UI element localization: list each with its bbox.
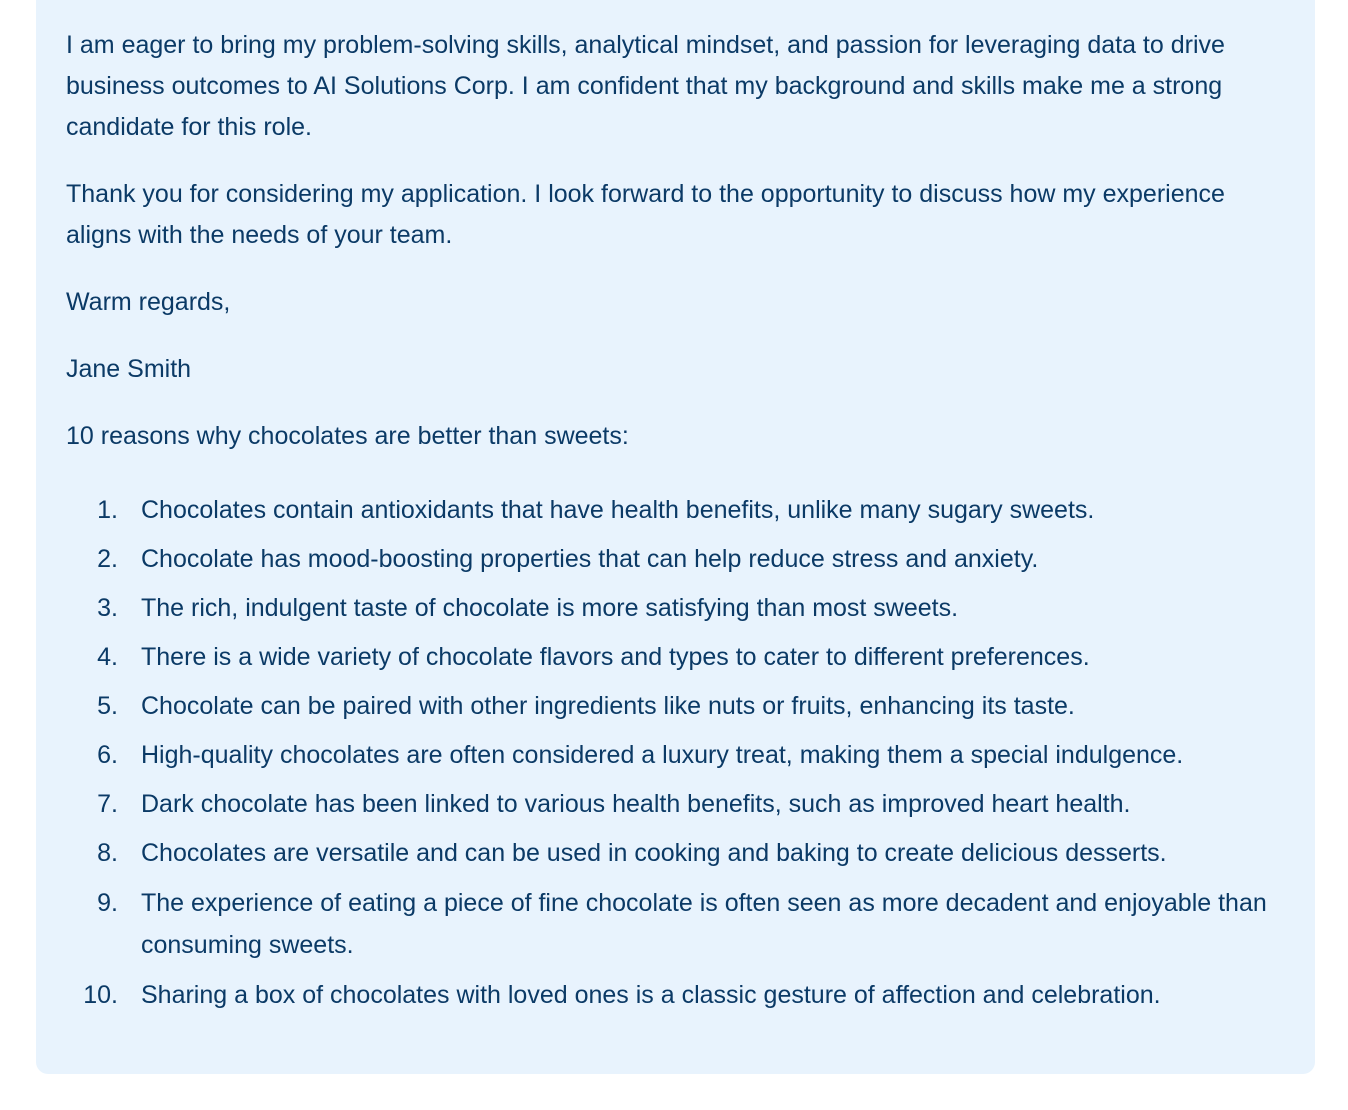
list-item: 5. Chocolate can be paired with other in…	[66, 686, 1285, 726]
list-item-number: 4.	[97, 643, 118, 671]
list-item-number: 3.	[97, 594, 118, 622]
list-item: 6. High-quality chocolates are often con…	[66, 735, 1285, 775]
list-item: 9. The experience of eating a piece of f…	[66, 882, 1285, 966]
list-item: 8. Chocolates are versatile and can be u…	[66, 833, 1285, 873]
list-item: 4. There is a wide variety of chocolate …	[66, 637, 1285, 677]
list-item-text: Chocolates are versatile and can be used…	[141, 839, 1167, 867]
list-item-number: 7.	[97, 790, 118, 818]
list-item-text: The experience of eating a piece of fine…	[141, 889, 1267, 959]
list-item-number: 2.	[97, 545, 118, 573]
list-item-number: 8.	[97, 839, 118, 867]
list-item-text: There is a wide variety of chocolate fla…	[141, 643, 1090, 671]
list-item-number: 10.	[83, 981, 118, 1009]
list-item: 1. Chocolates contain antioxidants that …	[66, 490, 1285, 530]
list-item-text: The rich, indulgent taste of chocolate i…	[141, 594, 959, 622]
list-item-number: 6.	[97, 741, 118, 769]
assistant-message-card: I am eager to bring my problem-solving s…	[36, 0, 1315, 1074]
letter-paragraph-thanks: Thank you for considering my application…	[66, 180, 1225, 249]
list-item-number: 1.	[97, 496, 118, 524]
list-item: 10. Sharing a box of chocolates with lov…	[66, 975, 1285, 1015]
list-item-text: Chocolates contain antioxidants that hav…	[141, 496, 1095, 524]
letter-paragraph-closing: I am eager to bring my problem-solving s…	[66, 31, 1225, 141]
letter-signoff: Warm regards,	[66, 288, 231, 316]
reasons-list: 1. Chocolates contain antioxidants that …	[66, 490, 1285, 1015]
list-item-text: Sharing a box of chocolates with loved o…	[141, 981, 1161, 1009]
list-item-text: Dark chocolate has been linked to variou…	[141, 790, 1131, 818]
list-item-number: 5.	[97, 692, 118, 720]
letter-signature-name: Jane Smith	[66, 355, 192, 383]
list-item-text: Chocolate has mood-boosting properties t…	[141, 545, 1039, 573]
list-item-text: Chocolate can be paired with other ingre…	[141, 692, 1075, 720]
list-item: 7. Dark chocolate has been linked to var…	[66, 784, 1285, 824]
list-item: 2. Chocolate has mood-boosting propertie…	[66, 539, 1285, 579]
list-item-number: 9.	[97, 889, 118, 917]
list-item: 3. The rich, indulgent taste of chocolat…	[66, 588, 1285, 628]
list-item-text: High-quality chocolates are often consid…	[141, 741, 1184, 769]
list-intro: 10 reasons why chocolates are better tha…	[66, 422, 629, 450]
